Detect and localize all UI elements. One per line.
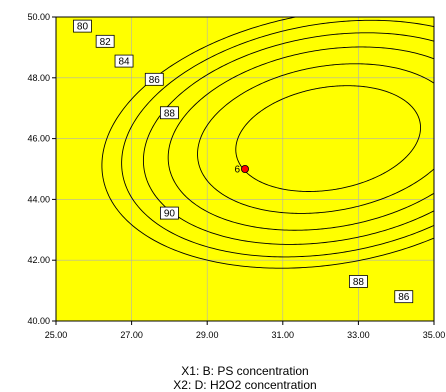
contour-label-5: 90 <box>164 209 176 220</box>
x-tick-label-2: 29.00 <box>196 330 219 340</box>
x-tick-label-1: 27.00 <box>120 330 143 340</box>
contour-label-4: 88 <box>164 108 176 119</box>
contour-label-2: 84 <box>118 57 130 68</box>
y-tick-label-0: 40.00 <box>27 316 50 326</box>
grid-lines <box>55 16 435 322</box>
x-axis-ticks: 25.00 27.00 29.00 31.00 33.00 35.00 <box>45 321 446 340</box>
contour-label-box-4 <box>159 106 179 120</box>
contour-line-88 <box>197 63 434 214</box>
y-tick-label-1: 42.00 <box>27 255 50 265</box>
contour-line-80 <box>101 17 434 269</box>
contour-label-box-7 <box>394 290 414 304</box>
contour-label-box-3 <box>144 72 164 86</box>
x-axis-label: X1: B: PS concentration <box>181 364 309 378</box>
contour-label-box-0 <box>73 19 92 33</box>
y-tick-label-3: 46.00 <box>27 134 50 144</box>
design-point-marker <box>240 164 249 173</box>
contour-labels: 80 82 84 86 88 90 88 86 <box>73 19 414 304</box>
y-tick-label-4: 48.00 <box>27 73 50 83</box>
contour-line-86 <box>167 46 434 231</box>
contour-line-90 <box>235 85 421 192</box>
contour-label-3: 86 <box>149 75 161 86</box>
y-tick-label-2: 44.00 <box>27 194 50 204</box>
design-point: 6 <box>234 164 249 176</box>
contour-lines <box>101 17 434 269</box>
y-axis-ticks: 40.00 42.00 44.00 46.00 48.00 50.00 <box>27 12 56 326</box>
x-tick-label-4: 33.00 <box>347 330 370 340</box>
y-tick-label-5: 50.00 <box>27 12 50 22</box>
contour-label-box-1 <box>95 34 115 48</box>
x-tick-label-3: 31.00 <box>272 330 295 340</box>
contour-label-6: 88 <box>353 277 365 288</box>
x-tick-label-0: 25.00 <box>45 330 68 340</box>
contour-label-0: 80 <box>77 22 89 33</box>
x-tick-label-5: 35.00 <box>423 330 446 340</box>
contour-label-1: 82 <box>100 37 112 48</box>
contour-line-82 <box>121 19 434 258</box>
contour-label-box-6 <box>348 275 368 288</box>
plot-frame <box>55 16 435 322</box>
contour-label-box-2 <box>114 54 134 68</box>
contour-line-84 <box>142 32 434 245</box>
design-point-label: 6 <box>234 165 240 176</box>
secondary-axis-label-cut: X2: D: H2O2 concentration <box>173 378 317 392</box>
contour-label-box-5 <box>159 206 179 220</box>
contour-label-7: 86 <box>398 292 410 303</box>
